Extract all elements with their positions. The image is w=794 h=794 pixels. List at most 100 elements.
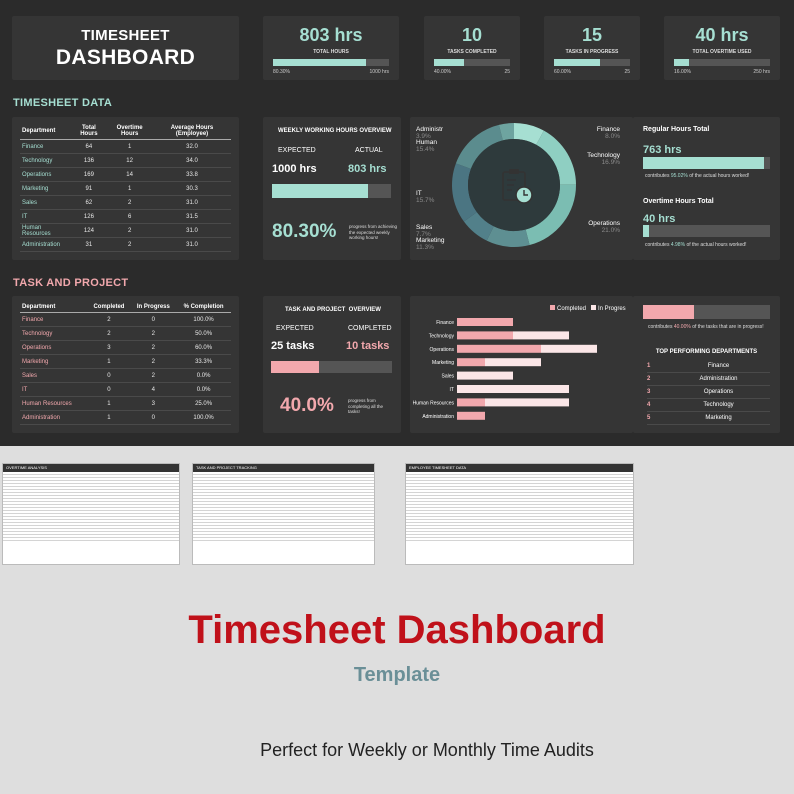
task-section-title: TASK AND PROJECT [13, 277, 129, 289]
donut-label-pct: 8.0% [605, 133, 620, 140]
table-row: Human Resources 124 2 31.0 [20, 223, 231, 238]
donut-label-pct: 7.7% [416, 231, 431, 238]
preview-row-line [406, 526, 633, 529]
cell-value: 31.5 [153, 209, 231, 224]
bar-in-progress [513, 331, 569, 340]
preview-row-line [3, 496, 179, 499]
task-percent: 40.0% [280, 395, 334, 416]
cell-department: Operations [20, 167, 72, 182]
task-progress-fill [271, 361, 320, 373]
donut-segment-human [455, 124, 503, 169]
cell-value: 3 [130, 396, 177, 411]
note-pre: contributes [645, 242, 670, 248]
preview-row-line [406, 487, 633, 490]
cell-value: 2 [87, 326, 131, 341]
rank-number: 5 [647, 415, 651, 421]
cell-department: Finance [20, 312, 88, 327]
legend-completed-swatch [550, 305, 555, 310]
kpi-right-note: 25 [624, 69, 630, 75]
preview-row-line [193, 523, 374, 526]
regular-hours-title: Regular Hours Total [643, 126, 710, 133]
cell-value: 31.0 [153, 223, 231, 238]
preview-row-line [193, 532, 374, 535]
rank-number: 1 [647, 363, 651, 369]
cell-department: Operations [20, 340, 88, 355]
cell-value: 136 [71, 153, 107, 168]
bar-completed [457, 398, 485, 407]
table-row: Administration 1 0 100.0% [20, 410, 231, 425]
preview-row-line [406, 484, 633, 487]
kpi-total-overtime: 40 hrs TOTAL OVERTIME USED 16.00% 250 hrs [664, 16, 780, 80]
preview-row-line [193, 517, 374, 520]
rank-number: 3 [647, 389, 651, 395]
overtime-hours-bar [643, 225, 770, 237]
cell-department: Administration [20, 237, 72, 252]
cell-value: 14 [106, 167, 154, 182]
task-table: Department Completed In Progress % Compl… [20, 302, 231, 425]
preview-row-line [193, 514, 374, 517]
kpi-progress-fill [434, 59, 465, 66]
table-row: Administration 31 2 31.0 [20, 237, 231, 252]
preview-row-line [3, 499, 179, 502]
preview-row-line [406, 532, 633, 535]
cell-department: Administration [20, 410, 88, 425]
bar-in-progress [485, 358, 541, 367]
preview-row-line [3, 538, 179, 541]
bar-completed [457, 411, 485, 420]
task-bar-chart: Completed In Progres Finance Technology Op… [413, 305, 626, 420]
cell-department: IT [20, 382, 88, 397]
cell-value: 0 [87, 368, 131, 383]
department-donut-card: Administr 3.9% Human 15.4% IT 15.7% Sales 7.7% M… [410, 117, 633, 260]
kpi-right-note: 25 [504, 69, 510, 75]
table-row: Marketing 91 1 30.3 [20, 181, 231, 196]
kpi-value: 803 hrs [299, 25, 363, 45]
department-name: Administration [699, 376, 738, 382]
weekly-expected-value: 1000 hrs [272, 163, 317, 175]
cell-value: 0 [87, 382, 131, 397]
dashboard-title-line2: DASHBOARD [55, 45, 196, 69]
cell-department: Finance [20, 139, 72, 154]
cell-value: 2 [130, 340, 177, 355]
preview-row-line [406, 505, 633, 508]
preview-row-line [3, 475, 179, 478]
bar-category-label: Administration [422, 414, 454, 420]
top-departments-card: contributes 40.00% of the tasks that are… [633, 296, 780, 433]
donut-segment-administr [498, 123, 514, 141]
donut-segment-operations [525, 184, 576, 245]
donut-label-pct: 3.9% [416, 133, 431, 140]
donut-label: Technology [587, 152, 621, 159]
preview-row-line [3, 535, 179, 538]
timesheet-table-card: Department Total Hours Overtime Hours Av… [12, 117, 239, 260]
bar-in-progress [485, 398, 569, 407]
preview-row-line [406, 538, 633, 541]
kpi-value: 15 [581, 25, 603, 45]
kpi-right-note: 250 hrs [753, 69, 770, 75]
kpi-progress-bar [273, 59, 389, 66]
table-row: IT 126 6 31.5 [20, 209, 231, 224]
cell-value: 0.0% [176, 368, 231, 383]
kpi-tasks-in-progress: 15 TASKS IN PROGRESS 60.00% 25 [544, 16, 640, 80]
preview-row-line [3, 508, 179, 511]
col-department: Department [20, 302, 88, 313]
bar-in-progress [541, 344, 597, 353]
department-name: Operations [703, 389, 734, 395]
preview-row-line [406, 523, 633, 526]
cell-value: 31 [71, 237, 107, 252]
clipboard-clock-icon [502, 169, 533, 204]
preview-title: EMPLOYEE TIMESHEET DATA [406, 464, 633, 472]
promo-tagline: Perfect for Weekly or Monthly Time Audit… [260, 740, 594, 760]
preview-row-line [3, 481, 179, 484]
preview-row-line [193, 481, 374, 484]
donut-segment-finance [514, 123, 544, 145]
preview-row-line [3, 484, 179, 487]
note-pct: 40.00% [673, 324, 691, 330]
legend-in-progress-swatch [591, 305, 596, 310]
donut-label: Operations [588, 220, 621, 227]
cell-department: Marketing [20, 354, 88, 369]
preview-row-line [3, 532, 179, 535]
preview-row-line [3, 505, 179, 508]
timesheet-section-title: TIMESHEET DATA [13, 97, 113, 109]
note-post: of the actual hours worked! [686, 242, 747, 248]
cell-value: 34.0 [153, 153, 231, 168]
department-name: Finance [707, 363, 730, 369]
